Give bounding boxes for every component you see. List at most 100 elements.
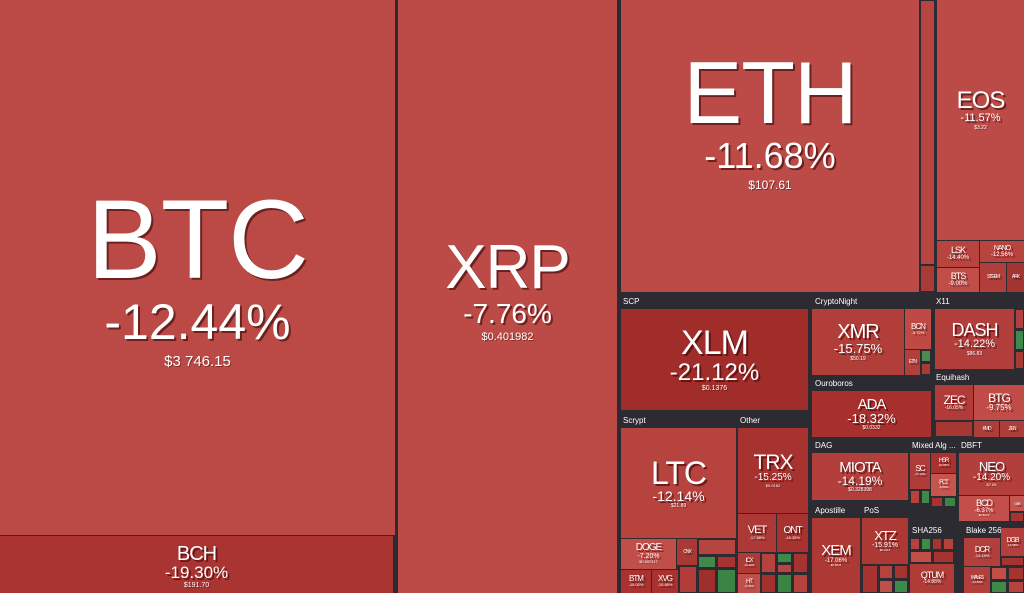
coin-tile-nano[interactable]: NANO -12.56%: [980, 241, 1024, 262]
coin-tile-xmr[interactable]: XMR -15.75% $50.19: [812, 309, 904, 375]
coin-tile-small[interactable]: [894, 580, 908, 593]
coin-tile-small[interactable]: [921, 363, 931, 375]
coin-tile-small[interactable]: [920, 265, 935, 292]
coin-price: $0.0541: [830, 563, 842, 568]
coin-tile-small[interactable]: [921, 350, 931, 362]
coin-tile-miota[interactable]: MIOTA -14.19% $0.328398: [812, 453, 908, 500]
coin-tile-small[interactable]: [1010, 512, 1024, 522]
coin-tile-small[interactable]: [777, 564, 792, 573]
coin-tile-ada[interactable]: ADA -18.32% $0.0332: [812, 391, 931, 437]
coin-tile-small[interactable]: [944, 497, 956, 507]
coin-tile-small[interactable]: [1015, 309, 1024, 329]
coin-tile-etn[interactable]: ETN: [905, 350, 920, 375]
coin-tile-small[interactable]: [894, 565, 908, 579]
group-label: SHA256: [912, 526, 942, 535]
coin-tile-dash[interactable]: DASH -14.22% $86.83: [935, 309, 1014, 369]
coin-tile-xvg[interactable]: XVG -15.85%: [652, 570, 678, 593]
coin-symbol: ADA: [857, 395, 887, 413]
coin-tile-xtz[interactable]: XTZ -15.91% $0.4113: [862, 518, 908, 564]
coin-tile-btg[interactable]: BTG -9.75%: [974, 385, 1024, 420]
coin-tile-fct[interactable]: FCT -6.54%: [931, 474, 956, 496]
coin-tile-small[interactable]: [931, 497, 943, 507]
coin-tile-vet[interactable]: VET -17.58%: [738, 514, 776, 552]
coin-tile-ltc[interactable]: LTC -12.14% $21.89: [621, 428, 736, 538]
coin-tile-zen[interactable]: ZEN: [1000, 421, 1024, 437]
coin-tile-small[interactable]: [920, 0, 935, 265]
coin-tile-small[interactable]: [910, 490, 920, 504]
coin-tile-small[interactable]: [698, 569, 716, 593]
coin-tile-dgb[interactable]: DGB -13.08%: [1001, 528, 1024, 556]
coin-change: -15.25%: [754, 472, 792, 484]
coin-tile-small[interactable]: [793, 553, 808, 573]
coin-tile-small[interactable]: [991, 581, 1007, 593]
coin-tile-small[interactable]: [698, 556, 716, 568]
coin-tile-small[interactable]: [717, 556, 736, 568]
coin-tile-doge[interactable]: DOGE -7.20% $0.002117: [621, 539, 676, 569]
coin-change: -14.22%: [954, 338, 995, 351]
coin-tile-xrp[interactable]: XRP -7.76% $0.401982: [398, 0, 617, 593]
coin-tile-small[interactable]: [777, 574, 792, 593]
coin-tile-trx[interactable]: TRX -15.25% $0.0162: [738, 428, 808, 513]
coin-symbol: DOGE: [635, 541, 662, 553]
coin-tile-bch[interactable]: BCH -19.30% $191.70: [0, 536, 393, 593]
coin-tile-small[interactable]: [717, 569, 736, 593]
coin-tile-kmd[interactable]: KMD: [974, 421, 999, 437]
coin-tile-small[interactable]: [793, 574, 808, 593]
coin-tile-small[interactable]: [935, 421, 973, 437]
coin-tile-eos[interactable]: EOS -11.57% $3.22: [937, 0, 1024, 240]
coin-price: $86.83: [966, 350, 983, 357]
coin-tile-small[interactable]: [943, 538, 954, 550]
coin-tile-small[interactable]: [921, 490, 930, 504]
coin-tile-xem[interactable]: XEM -17.06% $0.0541: [812, 518, 860, 593]
coin-tile-waves[interactable]: WAVES -13.53%: [964, 567, 990, 593]
coin-tile-qtum[interactable]: QTUM -14.88%: [910, 564, 954, 593]
coin-tile-bcn[interactable]: BCN -9.72%: [905, 309, 931, 349]
coin-symbol: DGB: [1006, 536, 1019, 544]
coin-price: $0.0332: [862, 425, 881, 432]
coin-tile-small[interactable]: [1001, 557, 1024, 566]
coin-tile-gas[interactable]: GAS: [1010, 496, 1024, 511]
coin-tile-small[interactable]: [1015, 351, 1024, 369]
coin-tile-lsk[interactable]: LSK -14.40%: [937, 241, 979, 267]
coin-tile-zec[interactable]: ZEC -16.05%: [935, 385, 973, 420]
coin-tile-ht[interactable]: HT -6.76%: [738, 574, 760, 593]
coin-tile-eth[interactable]: ETH -11.68% $107.61: [621, 0, 919, 292]
coin-tile-small[interactable]: [933, 551, 954, 563]
coin-tile-small[interactable]: [777, 553, 792, 563]
coin-tile-small[interactable]: [1008, 581, 1024, 593]
coin-tile-small[interactable]: [991, 567, 1007, 580]
coin-tile-icx[interactable]: ICX -16.48%: [738, 553, 760, 573]
coin-tile-ont[interactable]: ONT -18.35%: [777, 514, 808, 552]
coin-tile-steem[interactable]: STEEM: [980, 263, 1006, 292]
coin-tile-small[interactable]: [932, 538, 942, 550]
coin-tile-neo[interactable]: NEO -14.20% $7.05: [959, 453, 1024, 495]
coin-tile-small[interactable]: [761, 574, 776, 593]
coin-change: -6.37%: [974, 508, 994, 515]
coin-tile-small[interactable]: [698, 539, 736, 555]
coin-change: -18.35%: [785, 534, 800, 540]
coin-tile-small[interactable]: [1015, 330, 1024, 350]
coin-tile-small[interactable]: [679, 566, 697, 593]
coin-tile-cnx[interactable]: CNX: [677, 539, 697, 565]
coin-tile-small[interactable]: [879, 580, 893, 593]
coin-tile-sc[interactable]: SC -17.14%: [910, 453, 930, 489]
coin-change: -6.54%: [938, 485, 949, 490]
coin-tile-ark[interactable]: ARK: [1007, 263, 1024, 292]
coin-tile-small[interactable]: [1008, 567, 1024, 580]
coin-tile-btm[interactable]: BTM -15.02%: [621, 570, 651, 593]
coin-tile-small[interactable]: [879, 565, 893, 579]
group-label: DAG: [815, 441, 833, 450]
coin-tile-dcr[interactable]: DCR -13.15%: [964, 538, 1000, 566]
coin-tile-small[interactable]: [921, 538, 931, 550]
coin-tile-bcd[interactable]: BCD -6.37% $0.8213: [959, 496, 1009, 521]
coin-change: -14.19%: [837, 473, 883, 488]
coin-tile-small[interactable]: [862, 565, 878, 593]
coin-tile-small[interactable]: [910, 551, 932, 563]
coin-tile-small[interactable]: [910, 538, 920, 550]
coin-tile-small[interactable]: [761, 553, 776, 573]
coin-tile-hsr[interactable]: HSR -20.88%: [931, 453, 956, 473]
coin-tile-btc[interactable]: BTC -12.44% $3 746.15: [0, 0, 395, 535]
coin-symbol: HSR: [938, 458, 950, 465]
coin-tile-xlm[interactable]: XLM -21.12% $0.1376: [621, 309, 808, 410]
coin-tile-bts[interactable]: BTS -9.00%: [937, 268, 979, 292]
